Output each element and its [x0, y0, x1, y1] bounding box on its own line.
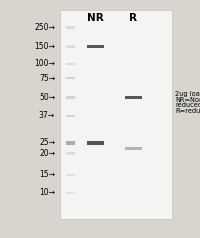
Text: 250→: 250→: [34, 23, 55, 32]
Text: reduced: reduced: [175, 102, 200, 109]
Bar: [124, 148, 142, 150]
Bar: [66, 141, 75, 145]
Text: 37→: 37→: [39, 111, 55, 120]
Bar: [66, 174, 75, 176]
Bar: [86, 141, 104, 145]
Text: 50→: 50→: [39, 93, 55, 102]
Text: NR=Non-: NR=Non-: [175, 97, 200, 103]
Text: 10→: 10→: [39, 188, 55, 197]
Text: NR: NR: [87, 13, 103, 23]
Text: 75→: 75→: [39, 74, 55, 83]
Bar: [66, 153, 75, 155]
Bar: [66, 77, 75, 79]
Bar: [66, 63, 75, 65]
Text: R=reduced: R=reduced: [175, 108, 200, 114]
Bar: [86, 45, 104, 48]
Bar: [66, 115, 75, 117]
Bar: [66, 26, 75, 29]
Text: 15→: 15→: [39, 170, 55, 179]
Text: 25→: 25→: [39, 138, 55, 147]
Text: R: R: [129, 13, 137, 23]
Text: 150→: 150→: [34, 42, 55, 51]
Bar: [66, 192, 75, 194]
Bar: [60, 10, 172, 219]
Bar: [124, 96, 142, 99]
Bar: [66, 96, 75, 99]
Text: 2ug loading: 2ug loading: [175, 91, 200, 97]
Text: 100→: 100→: [34, 59, 55, 68]
Text: 20→: 20→: [39, 149, 55, 158]
Bar: [66, 45, 75, 48]
